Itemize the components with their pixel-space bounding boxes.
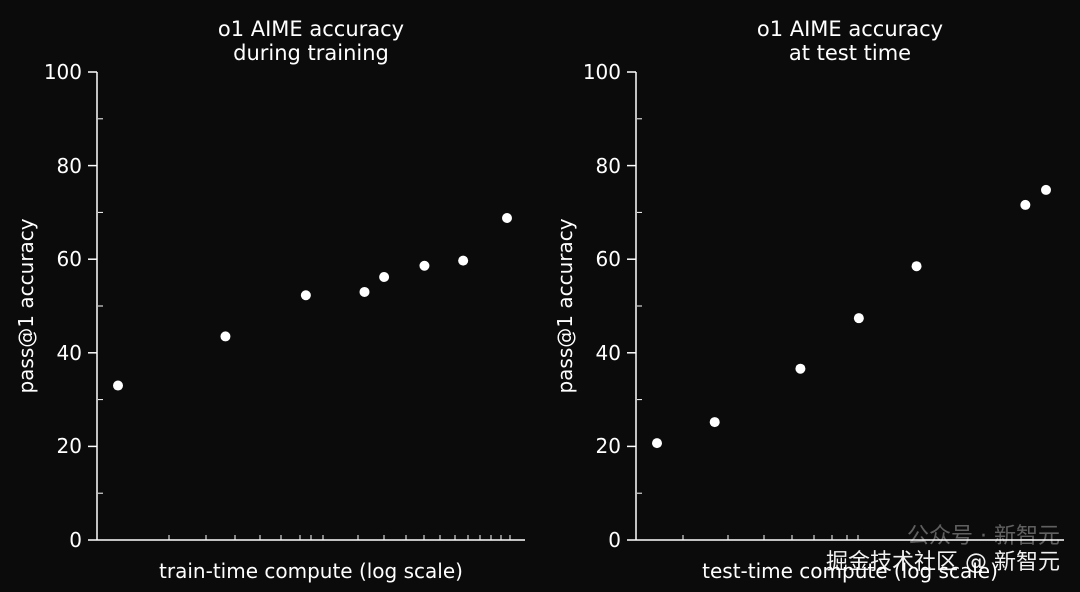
data-marks	[652, 184, 1051, 449]
data-point	[795, 363, 806, 374]
data-point	[1041, 184, 1051, 195]
chart-panel-training: o1 AIME accuracy during training pass@1 …	[14, 17, 525, 583]
data-marks	[113, 213, 512, 391]
y-tick-label: 100	[583, 60, 621, 84]
y-tick-label: 40	[57, 341, 82, 365]
y-tick-label: 100	[44, 60, 82, 84]
data-point	[359, 286, 370, 297]
y-tick-label: 0	[608, 528, 621, 552]
y-tick-label: 80	[596, 154, 621, 178]
chart-title-line-1: o1 AIME accuracy	[757, 17, 943, 41]
y-tick-label: 40	[596, 341, 621, 365]
data-point	[419, 260, 430, 271]
chart-panel-test-time: o1 AIME accuracy at test time pass@1 acc…	[553, 17, 1064, 583]
y-tick-label: 60	[57, 247, 82, 271]
data-point	[458, 255, 469, 266]
y-tick-labels: 0 20 40 60 80 100	[583, 60, 621, 552]
axes	[627, 71, 1064, 541]
data-point	[853, 313, 864, 324]
data-point	[220, 331, 231, 342]
chart-title-line-2: at test time	[789, 41, 911, 65]
y-tick-label: 20	[57, 434, 82, 458]
y-axis-label: pass@1 accuracy	[553, 218, 577, 393]
data-point	[652, 438, 662, 449]
data-point	[300, 290, 311, 301]
data-point	[113, 380, 123, 391]
chart-title-line-1: o1 AIME accuracy	[218, 17, 404, 41]
y-tick-label: 80	[57, 154, 82, 178]
data-point	[709, 417, 720, 428]
y-tick-labels: 0 20 40 60 80 100	[44, 60, 82, 552]
x-axis-label: test-time compute (log scale)	[702, 559, 998, 583]
data-point	[502, 213, 512, 224]
x-axis-label: train-time compute (log scale)	[159, 559, 463, 583]
y-tick-label: 0	[69, 528, 82, 552]
y-axis-label: pass@1 accuracy	[14, 218, 38, 393]
data-point	[911, 261, 922, 272]
chart-title-line-2: during training	[233, 41, 389, 65]
data-point	[379, 271, 390, 282]
axes	[88, 71, 525, 541]
y-tick-label: 20	[596, 434, 621, 458]
data-point	[1020, 199, 1031, 210]
y-tick-label: 60	[596, 247, 621, 271]
